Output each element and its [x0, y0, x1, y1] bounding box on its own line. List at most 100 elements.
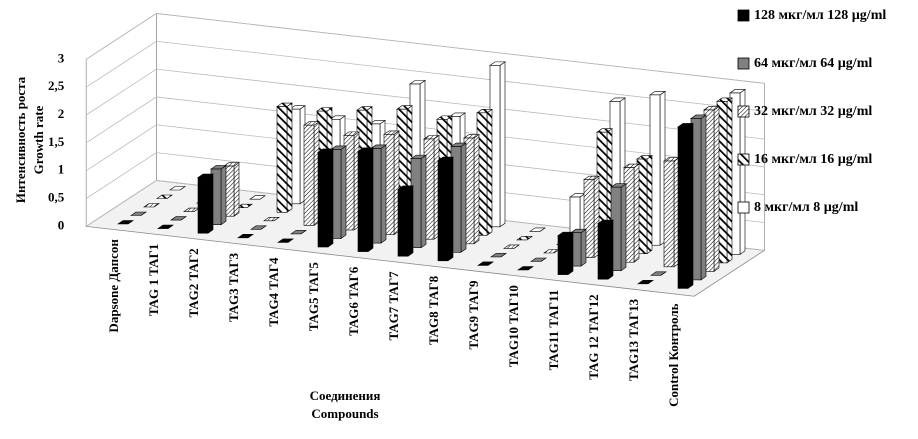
- bar-side: [286, 102, 293, 213]
- x-axis-title: Соединения: [310, 388, 381, 403]
- bar-side: [567, 231, 574, 276]
- bar-side: [407, 185, 414, 257]
- bar-side: [220, 164, 227, 226]
- y-axis-title: Growth rate: [31, 105, 46, 174]
- grid-line: [85, 152, 765, 223]
- x-tick-label: TAG6 ТАГ6: [346, 266, 361, 336]
- bar-top: [237, 234, 254, 239]
- bar-side: [327, 148, 334, 248]
- y-tick-label: 0,5: [48, 189, 65, 204]
- bar-top: [249, 195, 266, 200]
- legend-swatch: [737, 9, 750, 22]
- x-tick-label: TAG11 ТАГ11: [546, 290, 561, 371]
- legend-swatch: [737, 201, 750, 214]
- legend-label: 128 мкг/мл 128 µg/ml: [754, 8, 886, 23]
- bar-side: [580, 228, 587, 267]
- grid-line: [85, 40, 765, 112]
- bar-side: [620, 183, 627, 272]
- bar-top: [277, 238, 294, 243]
- bar-top: [170, 216, 187, 221]
- bar-side: [499, 61, 506, 228]
- grid-line: [85, 180, 765, 251]
- bar-top: [263, 217, 280, 222]
- grid-line: [85, 96, 765, 168]
- x-tick-label: TAG10 ТАГ10: [506, 285, 521, 367]
- x-tick-label: TAG13 ТАГ13: [626, 298, 641, 381]
- bar-top: [156, 194, 173, 199]
- bar-side: [486, 108, 493, 236]
- bar-side: [340, 145, 347, 240]
- bar-side: [646, 154, 653, 255]
- x-tick-label: TAG3 ТАГ3: [226, 252, 241, 322]
- x-tick-label: TAG5 ТАГ5: [306, 262, 321, 332]
- bar: [276, 106, 288, 213]
- bar-top: [637, 279, 654, 285]
- bar-side: [713, 105, 720, 272]
- legend-swatch: [737, 57, 750, 70]
- bar-top: [530, 257, 547, 262]
- bar: [397, 189, 409, 257]
- bar: [317, 152, 329, 248]
- bar: [437, 160, 449, 262]
- bar-top: [130, 211, 147, 216]
- bar-top: [236, 203, 253, 208]
- bar: [303, 124, 315, 226]
- x-tick-label: TAG 1 ТАГ1: [146, 244, 161, 316]
- bar-side: [420, 154, 427, 249]
- y-tick-label: 1,5: [48, 134, 65, 149]
- legend-swatch: [737, 105, 750, 118]
- bar-top: [517, 266, 534, 271]
- bar-side: [233, 162, 240, 217]
- bar: [583, 179, 595, 258]
- bar-side: [726, 97, 733, 264]
- bar: [677, 126, 689, 289]
- bar-side: [633, 163, 640, 263]
- bar-top: [117, 220, 134, 225]
- legend-label: 32 мкг/мл 32 µg/ml: [754, 104, 872, 119]
- legend-label: 64 мкг/мл 64 µg/ml: [754, 56, 872, 71]
- bar-side: [473, 133, 480, 245]
- bar-side: [380, 144, 387, 244]
- bar-top: [650, 271, 667, 276]
- x-tick-label: TAG8 ТАГ8: [426, 275, 441, 345]
- x-tick-label: TAG9 ТАГ9: [466, 280, 481, 350]
- x-tick-label: Dapsone Дапсон: [106, 239, 121, 333]
- bar-side: [607, 219, 614, 280]
- x-tick-label: TAG7 ТАГ7: [386, 271, 401, 341]
- legend: 128 мкг/мл 128 µg/ml 64 мкг/мл 64 µg/ml 32…: [737, 8, 886, 215]
- bar-top: [503, 244, 520, 249]
- x-tick-label: TAG2 ТАГ2: [186, 248, 201, 317]
- bar-side: [207, 173, 214, 234]
- y-tick-label: 2,5: [48, 78, 65, 93]
- bar: [663, 160, 675, 268]
- grid-line: [85, 124, 765, 196]
- bar-top: [169, 186, 186, 191]
- y-tick-label: 0: [58, 217, 65, 232]
- y-tick-label: 3: [58, 50, 65, 65]
- bars: [117, 61, 746, 289]
- bar-top: [516, 236, 533, 241]
- bar: [597, 223, 609, 280]
- legend-label: 8 мкг/мл 8 µg/ml: [754, 200, 858, 215]
- bar: [197, 177, 209, 234]
- bar-top: [529, 227, 546, 232]
- x-tick-label: TAG4 ТАГ4: [266, 257, 281, 327]
- x-axis-title: Compounds: [311, 406, 378, 421]
- legend-swatch: [737, 153, 750, 166]
- y-axis-title: Интенсивность роста: [13, 76, 28, 203]
- bar-top: [290, 230, 307, 235]
- bar: [557, 235, 569, 275]
- bar-side: [447, 156, 454, 262]
- bar-side: [687, 122, 694, 289]
- x-tick-label: TAG 12 ТАГ12: [586, 294, 601, 379]
- bar-side: [367, 147, 374, 253]
- y-tick-label: 2: [58, 106, 65, 121]
- x-tick-label: Control Контроль: [666, 303, 681, 407]
- bar-top: [250, 225, 267, 230]
- bar-side: [460, 142, 467, 253]
- bar: [357, 151, 369, 252]
- bar-top: [143, 203, 160, 208]
- y-tick-label: 1: [58, 162, 65, 177]
- bar-side: [700, 114, 707, 281]
